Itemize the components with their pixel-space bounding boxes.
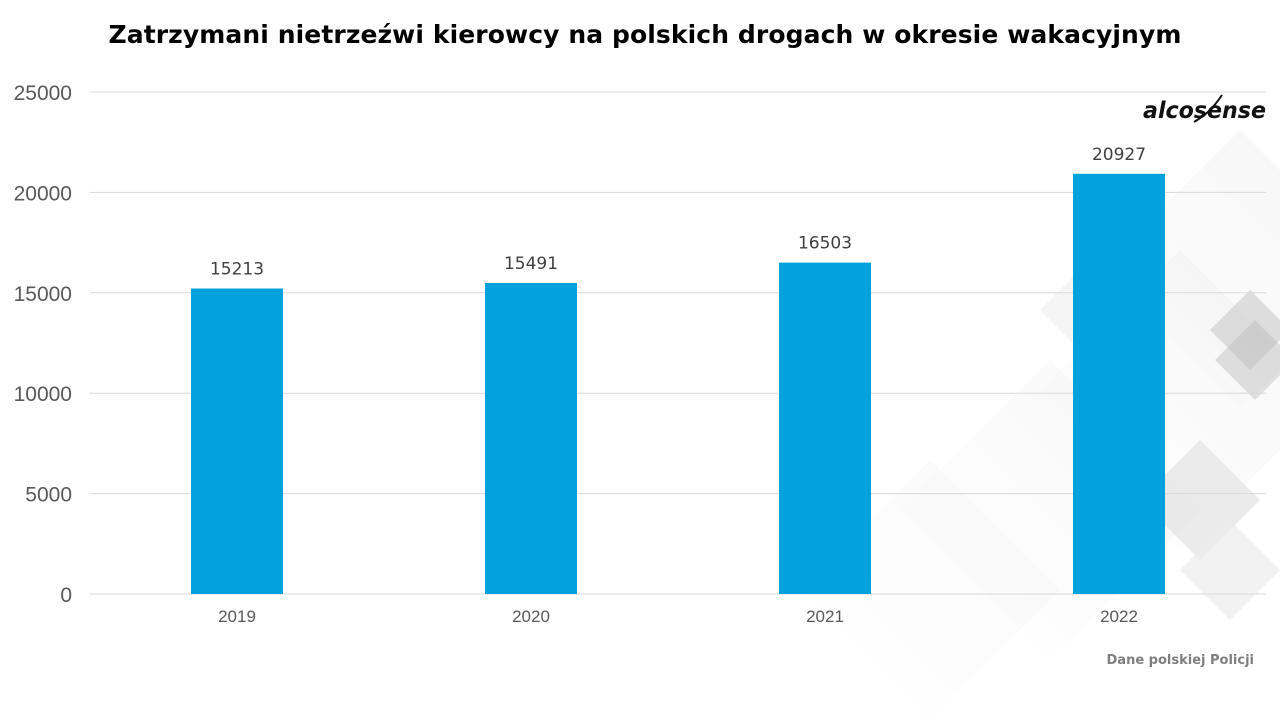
bar xyxy=(1073,173,1165,595)
y-tick-label: 20000 xyxy=(14,182,72,205)
data-label: 20927 xyxy=(1092,145,1146,165)
alcosense-logo: alcosense xyxy=(1143,94,1266,124)
background-diamond-pattern xyxy=(800,130,1280,716)
bar xyxy=(191,288,283,594)
y-tick-label: 10000 xyxy=(14,383,72,406)
data-label: 15213 xyxy=(210,260,264,280)
data-label: 15491 xyxy=(504,254,558,274)
y-tick-label: 15000 xyxy=(14,283,72,306)
y-tick-label: 25000 xyxy=(14,82,72,105)
x-tick-label: 2020 xyxy=(512,607,550,626)
y-tick-label: 5000 xyxy=(25,484,72,507)
chart-title: Zatrzymani nietrzeźwi kierowcy na polski… xyxy=(108,20,1182,49)
bar xyxy=(485,282,577,594)
bar xyxy=(779,262,871,594)
source-note: Dane polskiej Policji xyxy=(1106,653,1254,668)
logo-wordmark: alcosense xyxy=(1143,98,1266,124)
x-tick-label: 2021 xyxy=(806,607,844,626)
data-label: 16503 xyxy=(798,234,852,254)
x-tick-label: 2022 xyxy=(1100,607,1138,626)
x-tick-label: 2019 xyxy=(218,607,256,626)
y-tick-label: 0 xyxy=(60,584,72,607)
